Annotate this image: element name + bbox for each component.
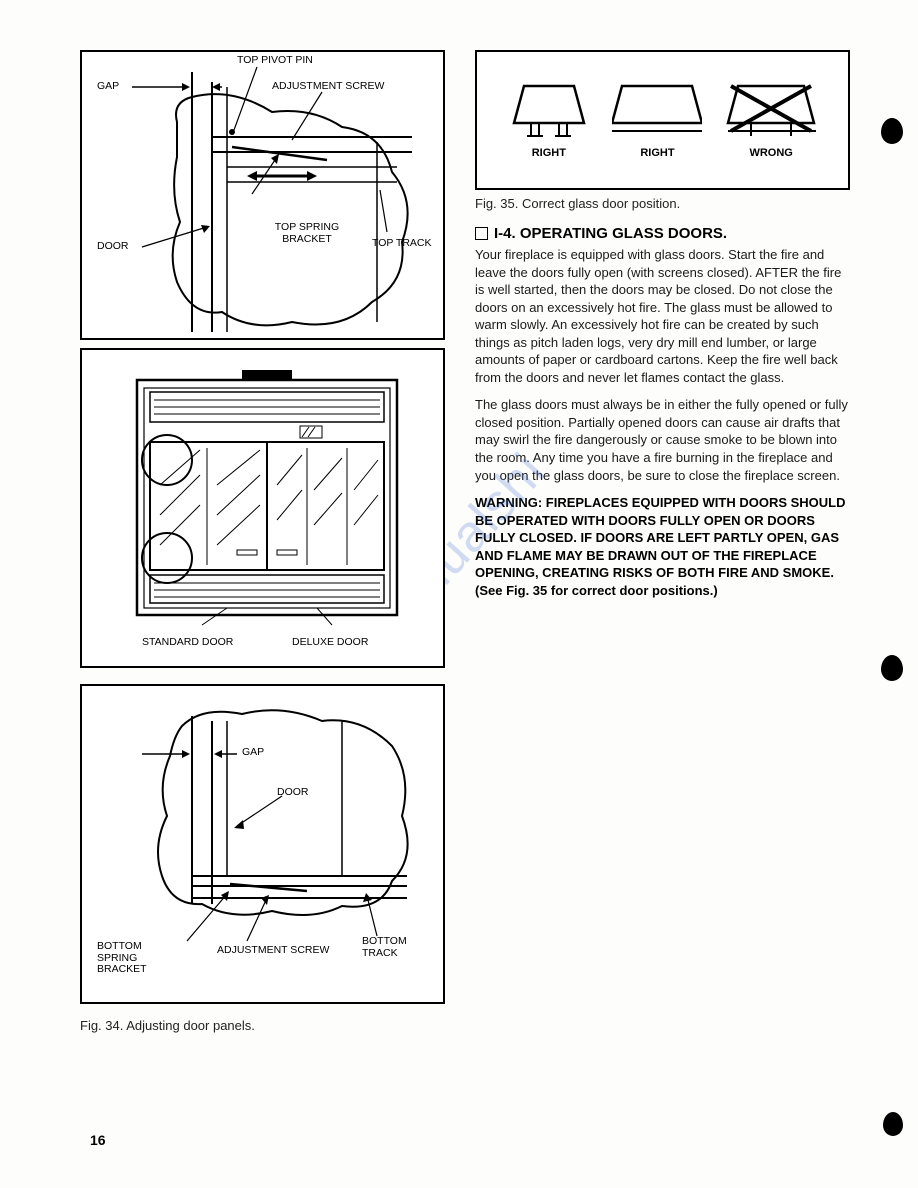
fig35-wrong: WRONG [726, 81, 816, 159]
label-deluxe-door: DELUXE DOOR [292, 636, 368, 648]
label-standard-door: STANDARD DOOR [142, 636, 233, 648]
label-door: DOOR [97, 240, 129, 252]
checkbox-icon [475, 227, 488, 240]
label-top-pivot-pin: TOP PIVOT PIN [237, 54, 313, 66]
label-door-bot: DOOR [277, 786, 309, 798]
label-top-spring-bracket: TOP SPRING BRACKET [262, 222, 352, 245]
door-wrong-icon [726, 81, 816, 141]
left-column: GAP TOP PIVOT PIN ADJUSTMENT SCREW TOP S… [80, 50, 445, 1043]
label-gap-bot: GAP [242, 746, 264, 758]
right-column: RIGHT RIGHT WRONG [475, 50, 850, 1043]
label-gap: GAP [97, 80, 119, 92]
paragraph-2: The glass doors must always be in either… [475, 396, 850, 484]
caption-fig-34: Fig. 34. Adjusting door panels. [80, 1018, 445, 1033]
door-right-icon-2 [612, 81, 702, 141]
label-top-track: TOP TRACK [372, 237, 432, 249]
page-number: 16 [90, 1132, 106, 1148]
figure-top-panel: GAP TOP PIVOT PIN ADJUSTMENT SCREW TOP S… [80, 50, 445, 340]
figure-bottom-panel: GAP DOOR BOTTOM SPRING BRACKET ADJUSTMEN… [80, 684, 445, 1004]
two-column-layout: GAP TOP PIVOT PIN ADJUSTMENT SCREW TOP S… [80, 50, 878, 1043]
figure-middle-panel: ("="none"/> [80, 348, 445, 668]
caption-fig-35: Fig. 35. Correct glass door position. [475, 196, 850, 211]
label-adjustment-screw: ADJUSTMENT SCREW [272, 80, 384, 92]
diagram-mid: ("="none"/> [82, 350, 443, 666]
label-bottom-spring-bracket: BOTTOM SPRING BRACKET [97, 941, 167, 976]
hole-punch-dot-1 [881, 118, 903, 144]
hole-punch-dot-3 [883, 1112, 903, 1136]
door-right-icon-1 [509, 81, 589, 141]
fig35-right-2: RIGHT [612, 81, 702, 159]
hole-punch-dot-2 [881, 655, 903, 681]
section-heading-i4: I-4. OPERATING GLASS DOORS. [475, 225, 850, 242]
paragraph-1: Your fireplace is equipped with glass do… [475, 246, 850, 386]
heading-text: I-4. OPERATING GLASS DOORS. [494, 225, 727, 242]
figure-35-box: RIGHT RIGHT WRONG [475, 50, 850, 190]
label-right-2: RIGHT [640, 147, 674, 159]
label-wrong: WRONG [749, 147, 792, 159]
label-adjustment-screw-bot: ADJUSTMENT SCREW [217, 944, 329, 956]
diagram-top [82, 52, 443, 338]
label-bottom-track: BOTTOM TRACK [362, 936, 422, 959]
fig35-right-1: RIGHT [509, 81, 589, 159]
label-right-1: RIGHT [532, 147, 566, 159]
warning-paragraph: WARNING: FIREPLACES EQUIPPED WITH DOORS … [475, 494, 850, 599]
